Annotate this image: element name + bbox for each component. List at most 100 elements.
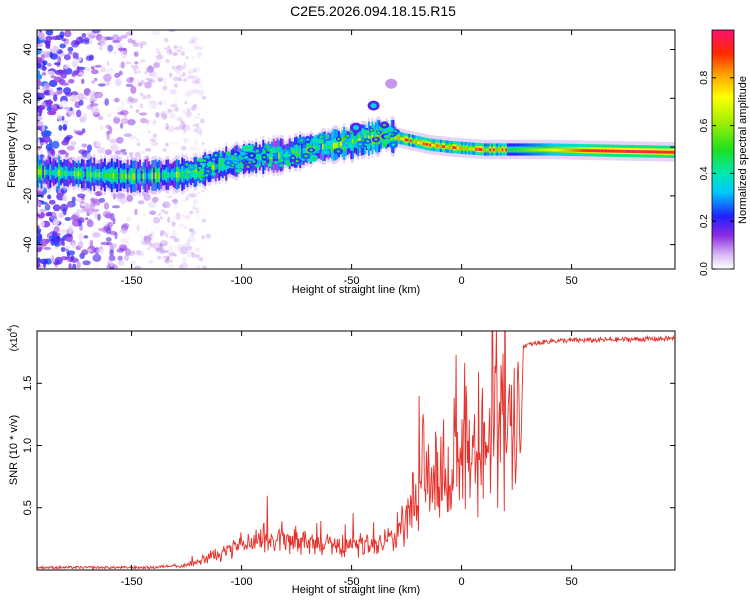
noise-blob <box>148 259 154 264</box>
ridge-core <box>301 148 303 155</box>
noise-blob <box>175 212 181 221</box>
noise-blob <box>188 228 194 233</box>
ridge-core <box>195 168 198 175</box>
noise-blob <box>150 141 159 146</box>
noise-blob <box>166 50 174 56</box>
noise-blob <box>140 80 145 85</box>
ridge-core <box>181 171 184 178</box>
ridge-core <box>40 168 43 176</box>
ridge-core <box>338 141 340 148</box>
y-tick-label: -20 <box>22 188 34 204</box>
noise-blob <box>181 123 187 129</box>
noise-blob <box>37 138 41 143</box>
noise-blob <box>151 220 156 228</box>
ridge-core <box>454 146 457 150</box>
ridge-core <box>47 169 50 176</box>
ridge-core <box>96 172 99 178</box>
noise-blob <box>130 260 136 265</box>
ridge-core <box>112 172 115 179</box>
ridge-core <box>193 169 196 176</box>
ridge-core <box>170 172 173 178</box>
noise-blob <box>178 246 188 255</box>
ridge-core <box>610 149 613 153</box>
noise-blob <box>95 141 102 147</box>
ridge-core <box>154 172 157 179</box>
spectrogram-x-axis-label: Height of straight line (km) <box>292 284 420 296</box>
noise-blob <box>95 92 102 98</box>
ridge-core <box>369 136 372 142</box>
ridge-core <box>118 172 120 180</box>
noise-blob <box>164 258 170 264</box>
noise-blob <box>181 199 186 203</box>
ridge-core <box>295 149 298 156</box>
noise-blob <box>142 213 147 218</box>
ridge-core <box>512 148 515 152</box>
noise-blob <box>152 72 160 79</box>
ridge-blob-core <box>234 152 238 156</box>
noise-blob <box>173 253 177 257</box>
noise-blob <box>199 130 203 137</box>
noise-blob <box>123 113 128 118</box>
ridge-core <box>672 150 675 154</box>
noise-blob <box>38 265 44 269</box>
ridge-core <box>471 147 474 151</box>
ridge-core <box>77 171 80 177</box>
noise-blob <box>192 68 197 73</box>
ridge-core <box>621 149 624 153</box>
noise-blob <box>146 104 153 109</box>
noise-blob <box>194 46 204 51</box>
ridge-core <box>410 139 413 143</box>
noise-blob <box>165 143 169 147</box>
noise-blob <box>75 130 83 135</box>
noise-blob <box>83 37 90 42</box>
ridge-blob-core <box>366 139 370 143</box>
ridge-core <box>408 139 411 142</box>
noise-blob <box>51 61 55 70</box>
ridge-core <box>332 142 335 149</box>
ridge-core <box>174 171 177 178</box>
noise-blob <box>50 255 55 263</box>
noise-blob <box>154 196 159 202</box>
ridge-core <box>531 148 534 152</box>
ridge-blob-core <box>255 149 259 153</box>
noise-blob <box>155 47 160 54</box>
noise-blob <box>119 244 128 251</box>
noise-blob <box>184 226 187 229</box>
noise-blob <box>154 225 160 231</box>
noise-blob <box>178 223 185 229</box>
noise-blob <box>148 65 153 70</box>
ridge-core <box>294 149 296 157</box>
noise-blob <box>144 81 152 89</box>
ridge-core <box>591 149 594 153</box>
ridge-core <box>142 173 145 180</box>
ridge-core <box>426 142 428 146</box>
noise-blob <box>70 91 79 96</box>
ridge-blob-core <box>304 154 308 158</box>
noise-blob <box>50 132 55 137</box>
ridge-core <box>519 148 522 152</box>
noise-blob <box>169 187 173 196</box>
noise-blob <box>63 245 71 250</box>
ridge-blob-core <box>363 130 367 133</box>
noise-blob <box>45 202 50 210</box>
snr-scale-exponent: 4 <box>7 328 14 332</box>
noise-blob <box>125 61 132 65</box>
ridge-blob-core <box>295 159 299 163</box>
ridge-blob-core <box>299 139 303 142</box>
ridge-core <box>587 149 590 153</box>
ridge-blob-core <box>377 131 381 134</box>
noise-blob <box>77 93 85 101</box>
noise-blob <box>138 112 148 116</box>
spectrogram-frame <box>36 29 676 270</box>
ridge-core <box>52 169 55 176</box>
noise-blob <box>46 70 56 76</box>
noise-blob <box>153 216 161 224</box>
ridge-core <box>494 148 497 152</box>
ridge-core <box>406 138 409 142</box>
ridge-core <box>211 165 214 171</box>
ridge-core <box>114 173 117 179</box>
noise-blob <box>37 209 42 215</box>
ridge-core <box>617 149 620 153</box>
ridge-core <box>81 171 83 178</box>
ridge-blob-core <box>388 132 392 136</box>
